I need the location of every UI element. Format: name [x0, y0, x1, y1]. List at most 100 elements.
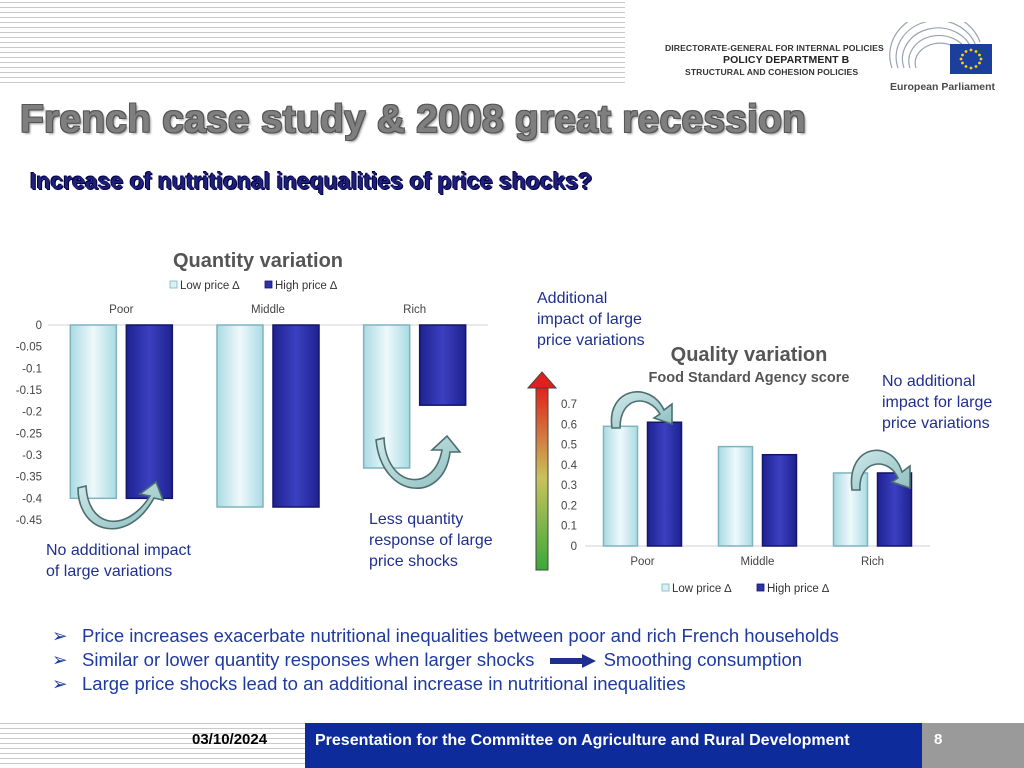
note-line: impact of large [537, 311, 642, 328]
quantity-bars [69, 324, 467, 508]
bullet-text: Price increases exacerbate nutritional i… [82, 625, 839, 646]
bullet-list: ➢ Price increases exacerbate nutritional … [52, 624, 839, 696]
dg-line-1: DIRECTORATE-GENERAL FOR INTERNAL POLICIE… [665, 43, 884, 53]
bullet-item: ➢ Large price shocks lead to an additiona… [52, 672, 839, 696]
bar [832, 472, 869, 547]
category-label: Rich [861, 556, 884, 568]
bar [418, 324, 467, 406]
note-line: price variations [537, 332, 645, 349]
arrow-bullet-icon: ➢ [52, 649, 68, 670]
y-tick-label: -0.45 [16, 515, 42, 527]
quantity-chart: Quantity variation Low price ∆ High price… [16, 250, 488, 527]
quantity-category-labels: Poor Middle Rich [109, 304, 426, 316]
color-scale-arrow [526, 371, 558, 571]
bar [272, 324, 320, 508]
ep-name: European Parliament [890, 81, 996, 93]
y-tick-label: -0.25 [16, 428, 42, 440]
note-line: No additional [882, 373, 976, 390]
legend-label: High price ∆ [767, 583, 830, 595]
quality-chart: Quality variation Food Standard Agency s… [561, 344, 930, 595]
bar [602, 425, 639, 547]
quality-bars [602, 421, 913, 547]
legend-swatch [264, 280, 273, 289]
note-line: impact for large [882, 394, 993, 411]
legend-swatch [661, 583, 670, 592]
bullet-text: Smoothing consumption [603, 649, 803, 670]
quantity-chart-title: Quantity variation [173, 250, 343, 272]
note-line: price variations [882, 415, 990, 432]
category-label: Middle [251, 304, 285, 316]
eu-stars-icon [959, 48, 983, 70]
bar [69, 324, 118, 500]
note-line: price shocks [369, 553, 458, 570]
y-tick-label: -0.1 [22, 363, 42, 375]
note-line: of large variations [46, 563, 173, 580]
y-tick-label: 0 [571, 541, 577, 553]
y-tick-label: 0.2 [561, 500, 577, 512]
category-label: Poor [109, 304, 133, 316]
note-line: No additional impact [46, 542, 191, 559]
y-tick-label: -0.4 [22, 493, 42, 505]
right-arrow-icon [549, 654, 596, 669]
footer-presentation-title: Presentation for the Committee on Agricu… [305, 723, 922, 768]
note-no-additional-impact: No additional impact of large variations [46, 540, 191, 582]
curved-arrow-quality-poor [610, 391, 673, 429]
category-label: Middle [741, 556, 775, 568]
curved-arrow-quantity-rich [375, 434, 462, 489]
y-tick-label: 0.1 [561, 521, 577, 533]
bar [216, 324, 264, 508]
bullet-text: Similar or lower quantity responses when… [82, 649, 535, 670]
dg-line-3: STRUCTURAL AND COHESION POLICIES [685, 67, 859, 77]
quality-category-labels: Poor Middle Rich [630, 556, 884, 568]
arrow-bullet-icon: ➢ [52, 625, 68, 646]
y-tick-label: -0.3 [22, 450, 42, 462]
note-no-additional-impact-large: No additional impact for large price var… [882, 371, 992, 434]
y-tick-label: 0 [36, 320, 42, 332]
header-stripes [0, 2, 625, 84]
y-tick-label: -0.35 [16, 472, 42, 484]
legend-swatch [169, 280, 178, 289]
bar [761, 453, 798, 547]
curved-arrow-quality-rich [850, 449, 911, 491]
y-tick-label: 0.4 [561, 460, 578, 472]
legend-label: Low price ∆ [672, 583, 732, 595]
directorate-block: DIRECTORATE-GENERAL FOR INTERNAL POLICIE… [665, 42, 884, 78]
legend-label: Low price ∆ [180, 280, 240, 292]
category-label: Poor [630, 556, 654, 568]
y-tick-label: -0.15 [16, 385, 42, 397]
bullet-item: ➢ Price increases exacerbate nutritional … [52, 624, 839, 648]
page-number: 8 [922, 723, 1024, 768]
page-subtitle: Increase of nutritional inequalities of … [30, 168, 593, 194]
quality-chart-subtitle: Food Standard Agency score [649, 370, 850, 386]
note-line: Additional [537, 290, 608, 307]
y-tick-label: 0.6 [561, 419, 577, 431]
note-line: response of large [369, 532, 493, 549]
bar [646, 421, 683, 547]
footer-stripes [0, 723, 305, 765]
y-tick-label: 0.7 [561, 399, 577, 411]
note-less-quantity: Less quantity response of large price sh… [369, 509, 493, 572]
y-tick-label: 0.3 [561, 480, 577, 492]
bar [362, 324, 411, 469]
quality-chart-title: Quality variation [671, 344, 828, 366]
quantity-y-axis: 0 -0.05 -0.1 -0.15 -0.2 -0.25 -0.3 -0.35 -0.4 -0.… [16, 320, 488, 527]
dg-line-2: POLICY DEPARTMENT B [723, 54, 850, 66]
quality-legend: Low price ∆ High price ∆ [661, 583, 830, 595]
bar [125, 324, 174, 500]
y-tick-label: -0.2 [22, 407, 42, 419]
bullet-text: Large price shocks lead to an additional… [82, 673, 686, 694]
quality-y-axis: 0 0.1 0.2 0.3 0.4 0.5 0.6 0.7 [561, 399, 930, 553]
note-line: Less quantity [369, 511, 464, 528]
curved-arrow-quantity-poor [77, 480, 165, 530]
charts-canvas: Quantity variation Low price ∆ High price… [16, 250, 930, 595]
note-additional-impact: Additional impact of large price variati… [537, 288, 645, 351]
quantity-legend: Low price ∆ High price ∆ [169, 280, 338, 292]
arrow-bullet-icon: ➢ [52, 673, 68, 694]
page-title: French case study & 2008 great recession [20, 98, 807, 141]
legend-label: High price ∆ [275, 280, 338, 292]
y-tick-label: -0.05 [16, 342, 42, 354]
bar [717, 445, 754, 547]
european-parliament-logo: European Parliament [889, 22, 996, 93]
footer-date: 03/10/2024 [192, 731, 268, 748]
y-tick-label: 0.5 [561, 440, 577, 452]
